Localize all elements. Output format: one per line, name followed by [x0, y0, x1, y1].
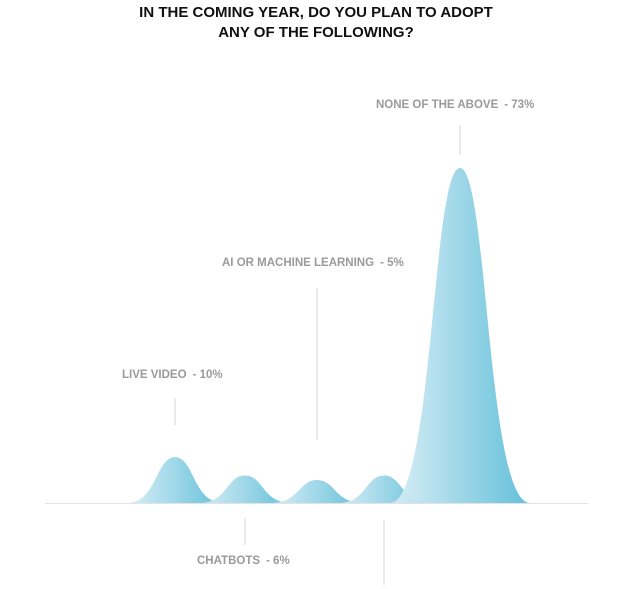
value-label: - 10% — [193, 369, 223, 381]
data-label: NONE OF THE ABOVE - 73% — [376, 99, 534, 111]
category-label: CHATBOTS — [197, 555, 260, 567]
value-label: - 73% — [504, 99, 534, 111]
bell — [390, 168, 530, 503]
chart-title: IN THE COMING YEAR, DO YOU PLAN TO ADOPT — [139, 4, 493, 21]
data-label: LIVE VIDEO - 10% — [122, 369, 223, 381]
value-label: - 6% — [266, 555, 290, 567]
chart-title: ANY OF THE FOLLOWING? — [218, 24, 414, 41]
category-label: AI OR MACHINE LEARNING — [222, 257, 374, 269]
category-label: NONE OF THE ABOVE — [376, 99, 499, 111]
bell — [127, 457, 223, 503]
data-label: AI OR MACHINE LEARNING - 5% — [222, 257, 404, 269]
bell — [271, 480, 363, 503]
category-label: LIVE VIDEO — [122, 369, 187, 381]
value-label: - 5% — [380, 257, 404, 269]
data-label: CHATBOTS - 6% — [197, 555, 290, 567]
bell — [199, 475, 291, 503]
